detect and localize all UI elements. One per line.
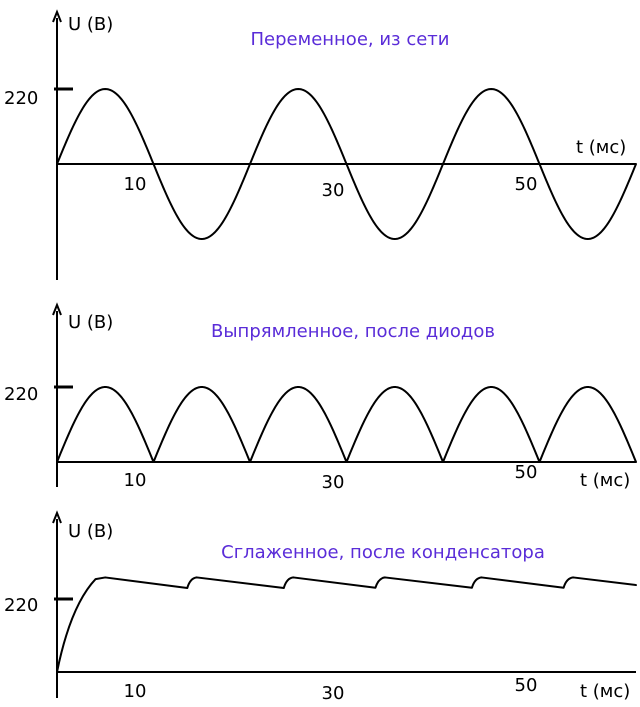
panel-2-y-axis-arrow <box>52 302 62 316</box>
panel-1-x-tick-label-50: 50 <box>515 174 538 195</box>
panel-2-y-axis-label: U (В) <box>68 312 113 333</box>
panel-1-title: Переменное, из сети <box>251 29 450 50</box>
panel-1-x-tick-label-30: 30 <box>322 180 345 201</box>
panel-3-title: Сглаженное, после конденсатора <box>221 542 545 563</box>
panel-1-y-tick-label: 220 <box>4 88 38 109</box>
panel-1-series-line <box>56 88 637 240</box>
panel-2-x-tick-label-30: 30 <box>322 472 345 493</box>
panel-3-x-tick-label-50: 50 <box>515 675 538 696</box>
panel-2-title: Выпрямленное, после диодов <box>211 321 495 342</box>
panel-2-series-line <box>56 386 637 463</box>
panel-3-y-tick-label: 220 <box>4 595 38 616</box>
panel-1-y-axis-arrow <box>52 9 62 23</box>
panel-1-x-tick-label-10: 10 <box>124 174 147 195</box>
panel-3-x-tick-label-30: 30 <box>322 683 345 704</box>
panel-3-x-tick-label-10: 10 <box>124 681 147 702</box>
panel-1-y-axis-label: U (В) <box>68 14 113 35</box>
panel-2-x-tick-label-10: 10 <box>124 470 147 491</box>
panel-3-series-line <box>56 576 637 673</box>
panel-2-y-tick-label: 220 <box>4 384 38 405</box>
panel-3-y-axis-arrow <box>52 510 62 524</box>
panel-2-x-tick-label-50: 50 <box>515 462 538 483</box>
panel-3-y-axis-label: U (В) <box>68 521 113 542</box>
panel-3-x-axis-label: t (мс) <box>580 681 630 702</box>
panel-2-x-axis-label: t (мс) <box>580 470 630 491</box>
panel-1-x-axis-label: t (мс) <box>576 137 626 158</box>
